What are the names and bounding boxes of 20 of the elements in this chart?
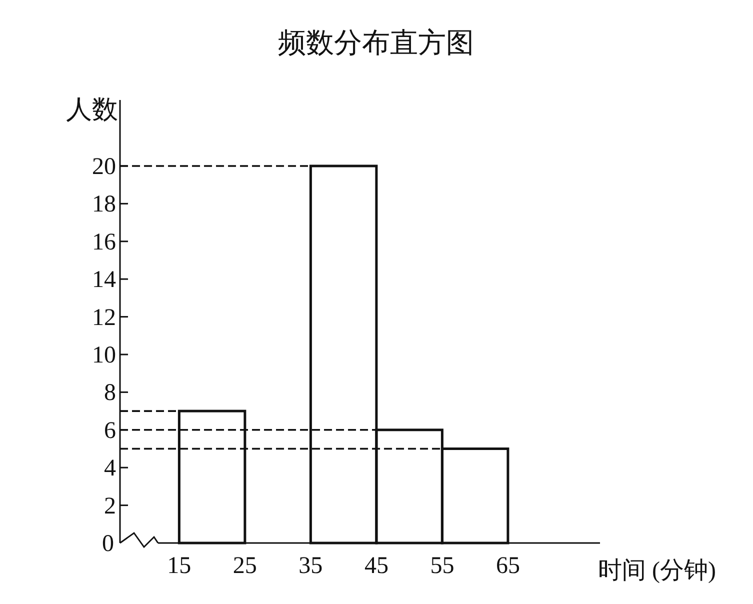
y-tick-label: 2 [104,493,116,520]
y-tick-label: 16 [92,229,116,256]
x-axis-title: 时间 (分钟) [598,558,716,584]
x-tick-label: 65 [496,553,520,579]
x-tick-label: 25 [232,553,257,579]
y-tick-label: 18 [92,192,116,218]
chart-title: 频数分布直方图 [278,28,474,59]
x-tick-label: 15 [167,553,192,579]
y-tick-label: 0 [102,531,114,557]
y-tick-label: 12 [92,304,116,331]
y-tick-label: 14 [92,267,116,294]
y-tick-label: 4 [104,456,116,482]
y-tick-label: 10 [92,342,116,368]
x-tick-label: 35 [298,553,323,579]
y-tick-label: 8 [104,380,116,406]
y-axis-title: 人数 [66,95,118,124]
y-tick-label: 6 [104,418,116,444]
x-tick-label: 45 [364,553,388,579]
x-tick-label: 55 [430,553,454,579]
y-tick-label: 20 [92,154,116,180]
